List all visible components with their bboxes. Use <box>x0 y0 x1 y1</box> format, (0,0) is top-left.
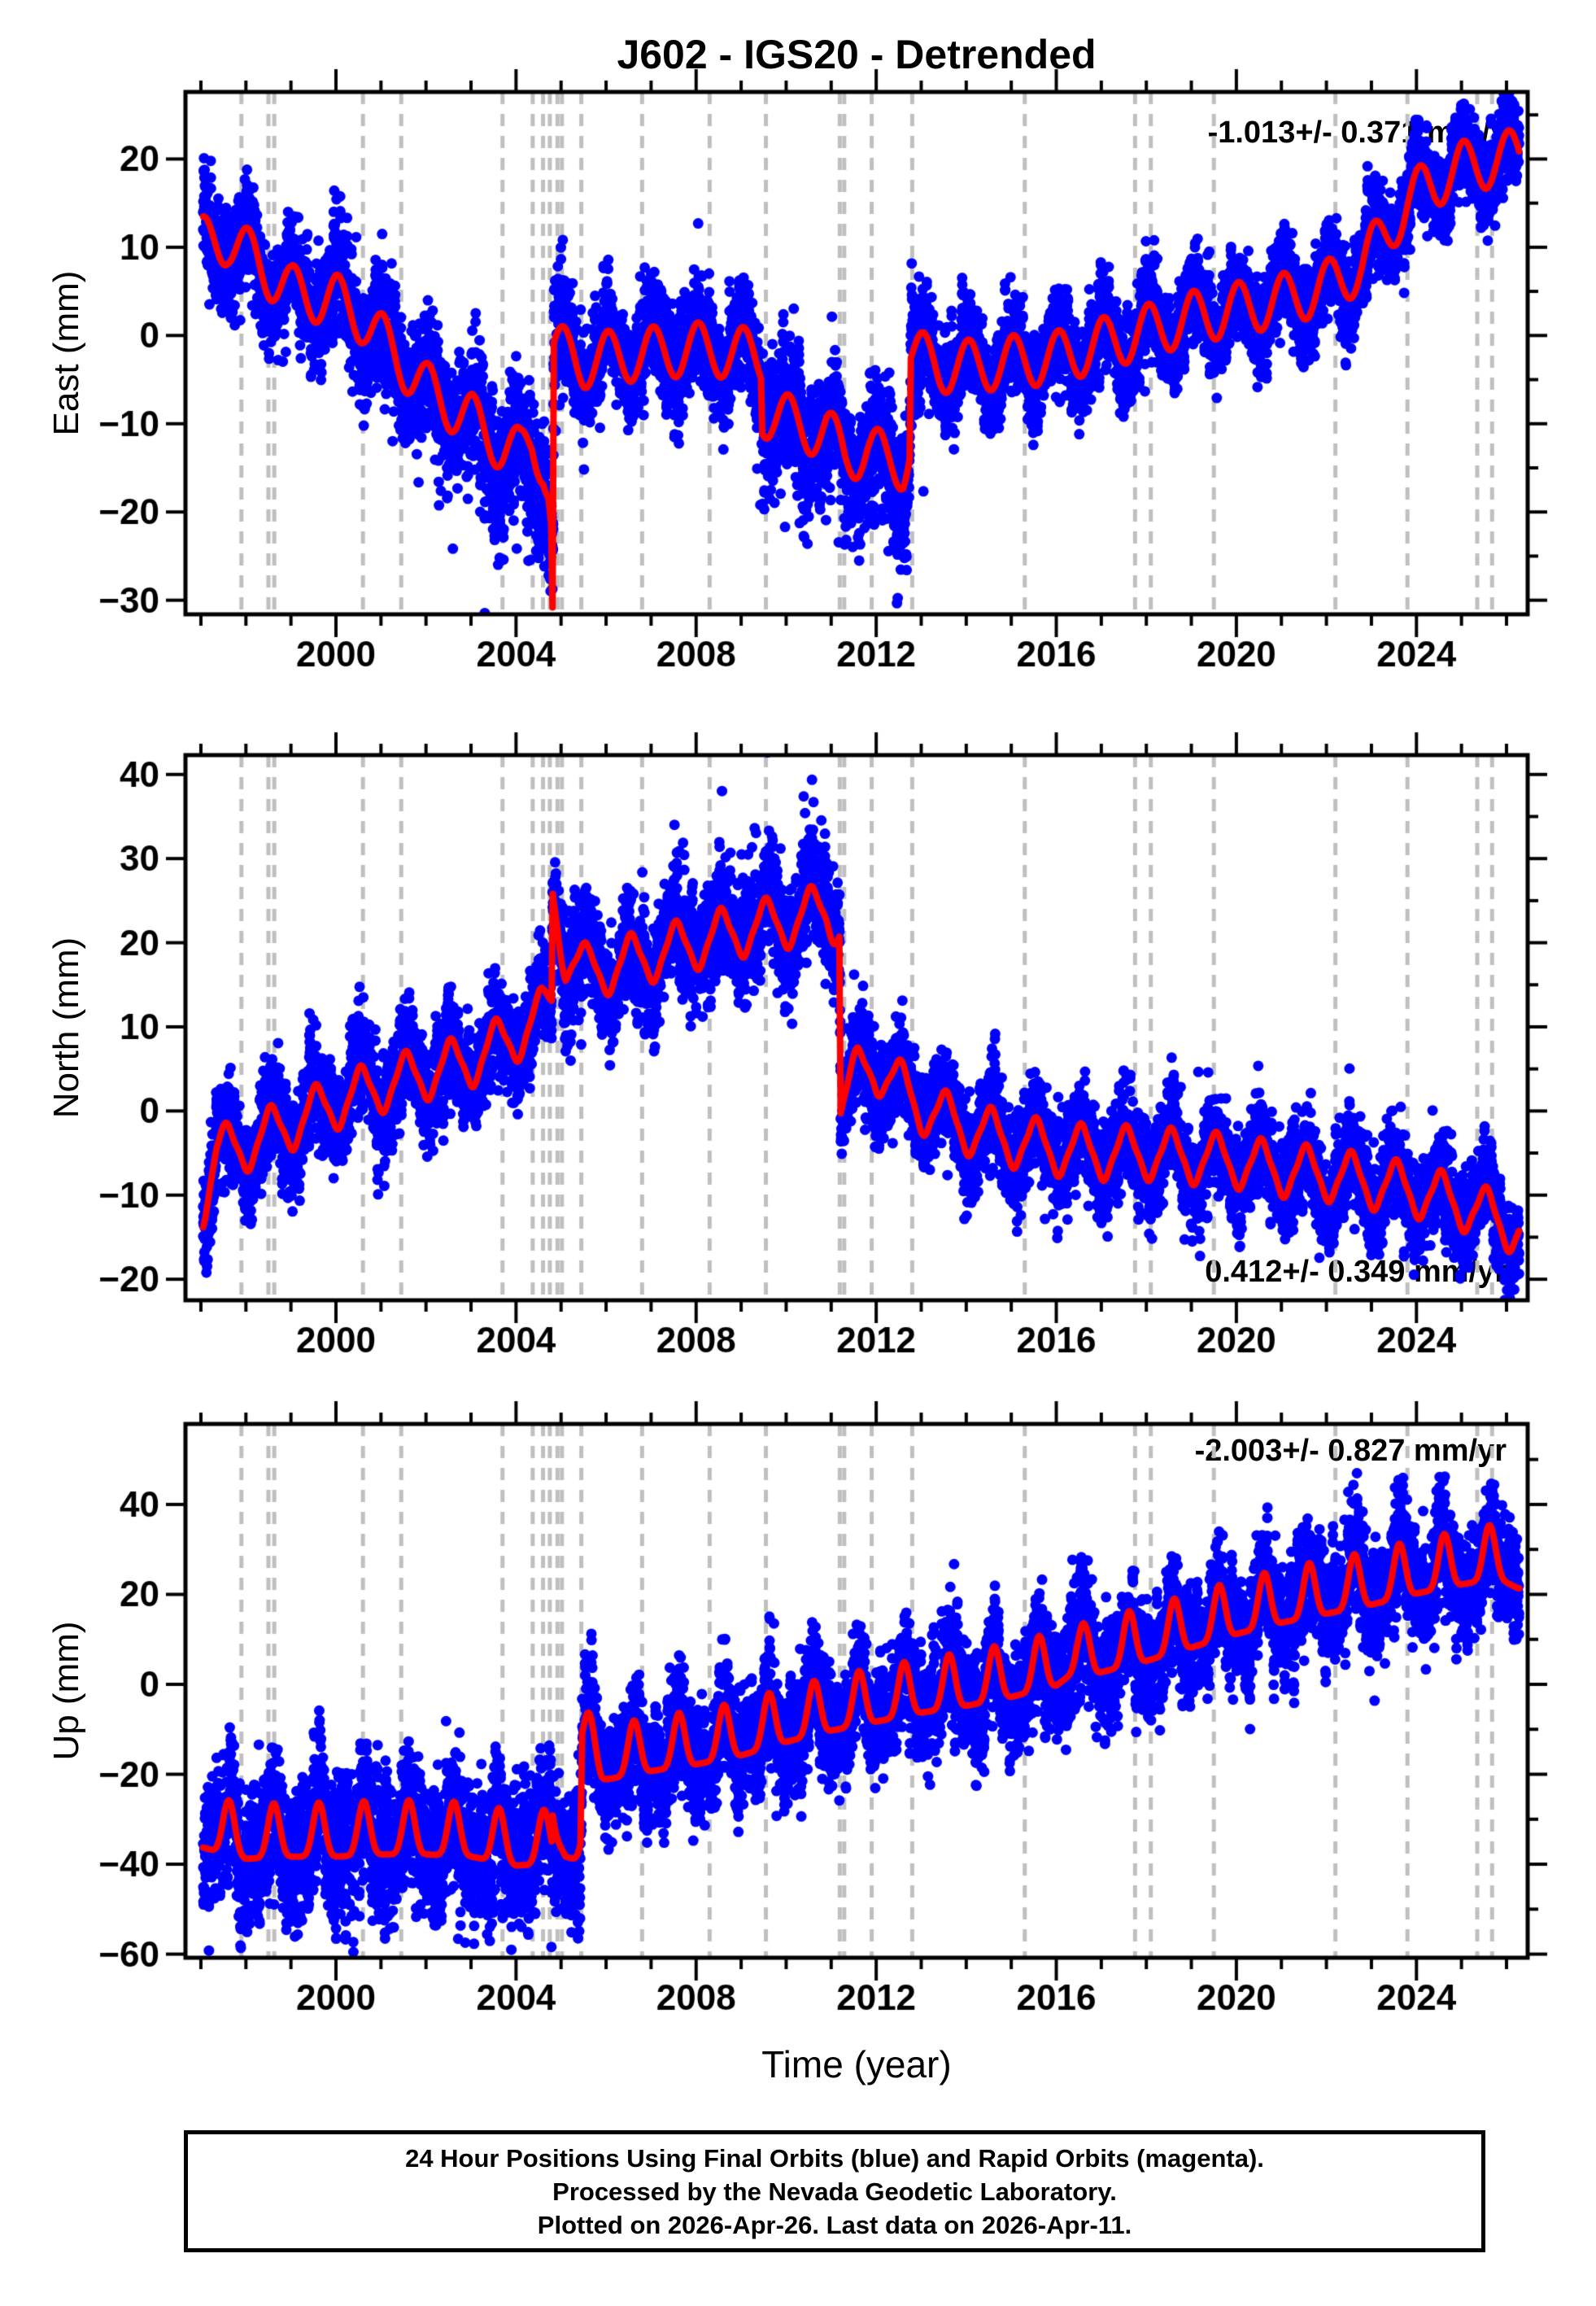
caption-line-processed: Processed by the Nevada Geodetic Laborat… <box>552 2177 1117 2206</box>
caption-line-orbits: 24 Hour Positions Using Final Orbits (bl… <box>405 2143 1264 2173</box>
north-axis-label: North (mm) <box>46 937 86 1119</box>
up-axis-label: Up (mm) <box>46 1621 86 1761</box>
caption-box: 24 Hour Positions Using Final Orbits (bl… <box>184 2130 1485 2252</box>
page-title: J602 - IGS20 - Detrended <box>617 32 1097 77</box>
east-axis-label: East (mm) <box>46 270 86 436</box>
time-axis-label: Time (year) <box>761 2043 952 2085</box>
caption-line-plotted: Plotted on 2026-Apr-26. Last data on 202… <box>537 2210 1132 2239</box>
